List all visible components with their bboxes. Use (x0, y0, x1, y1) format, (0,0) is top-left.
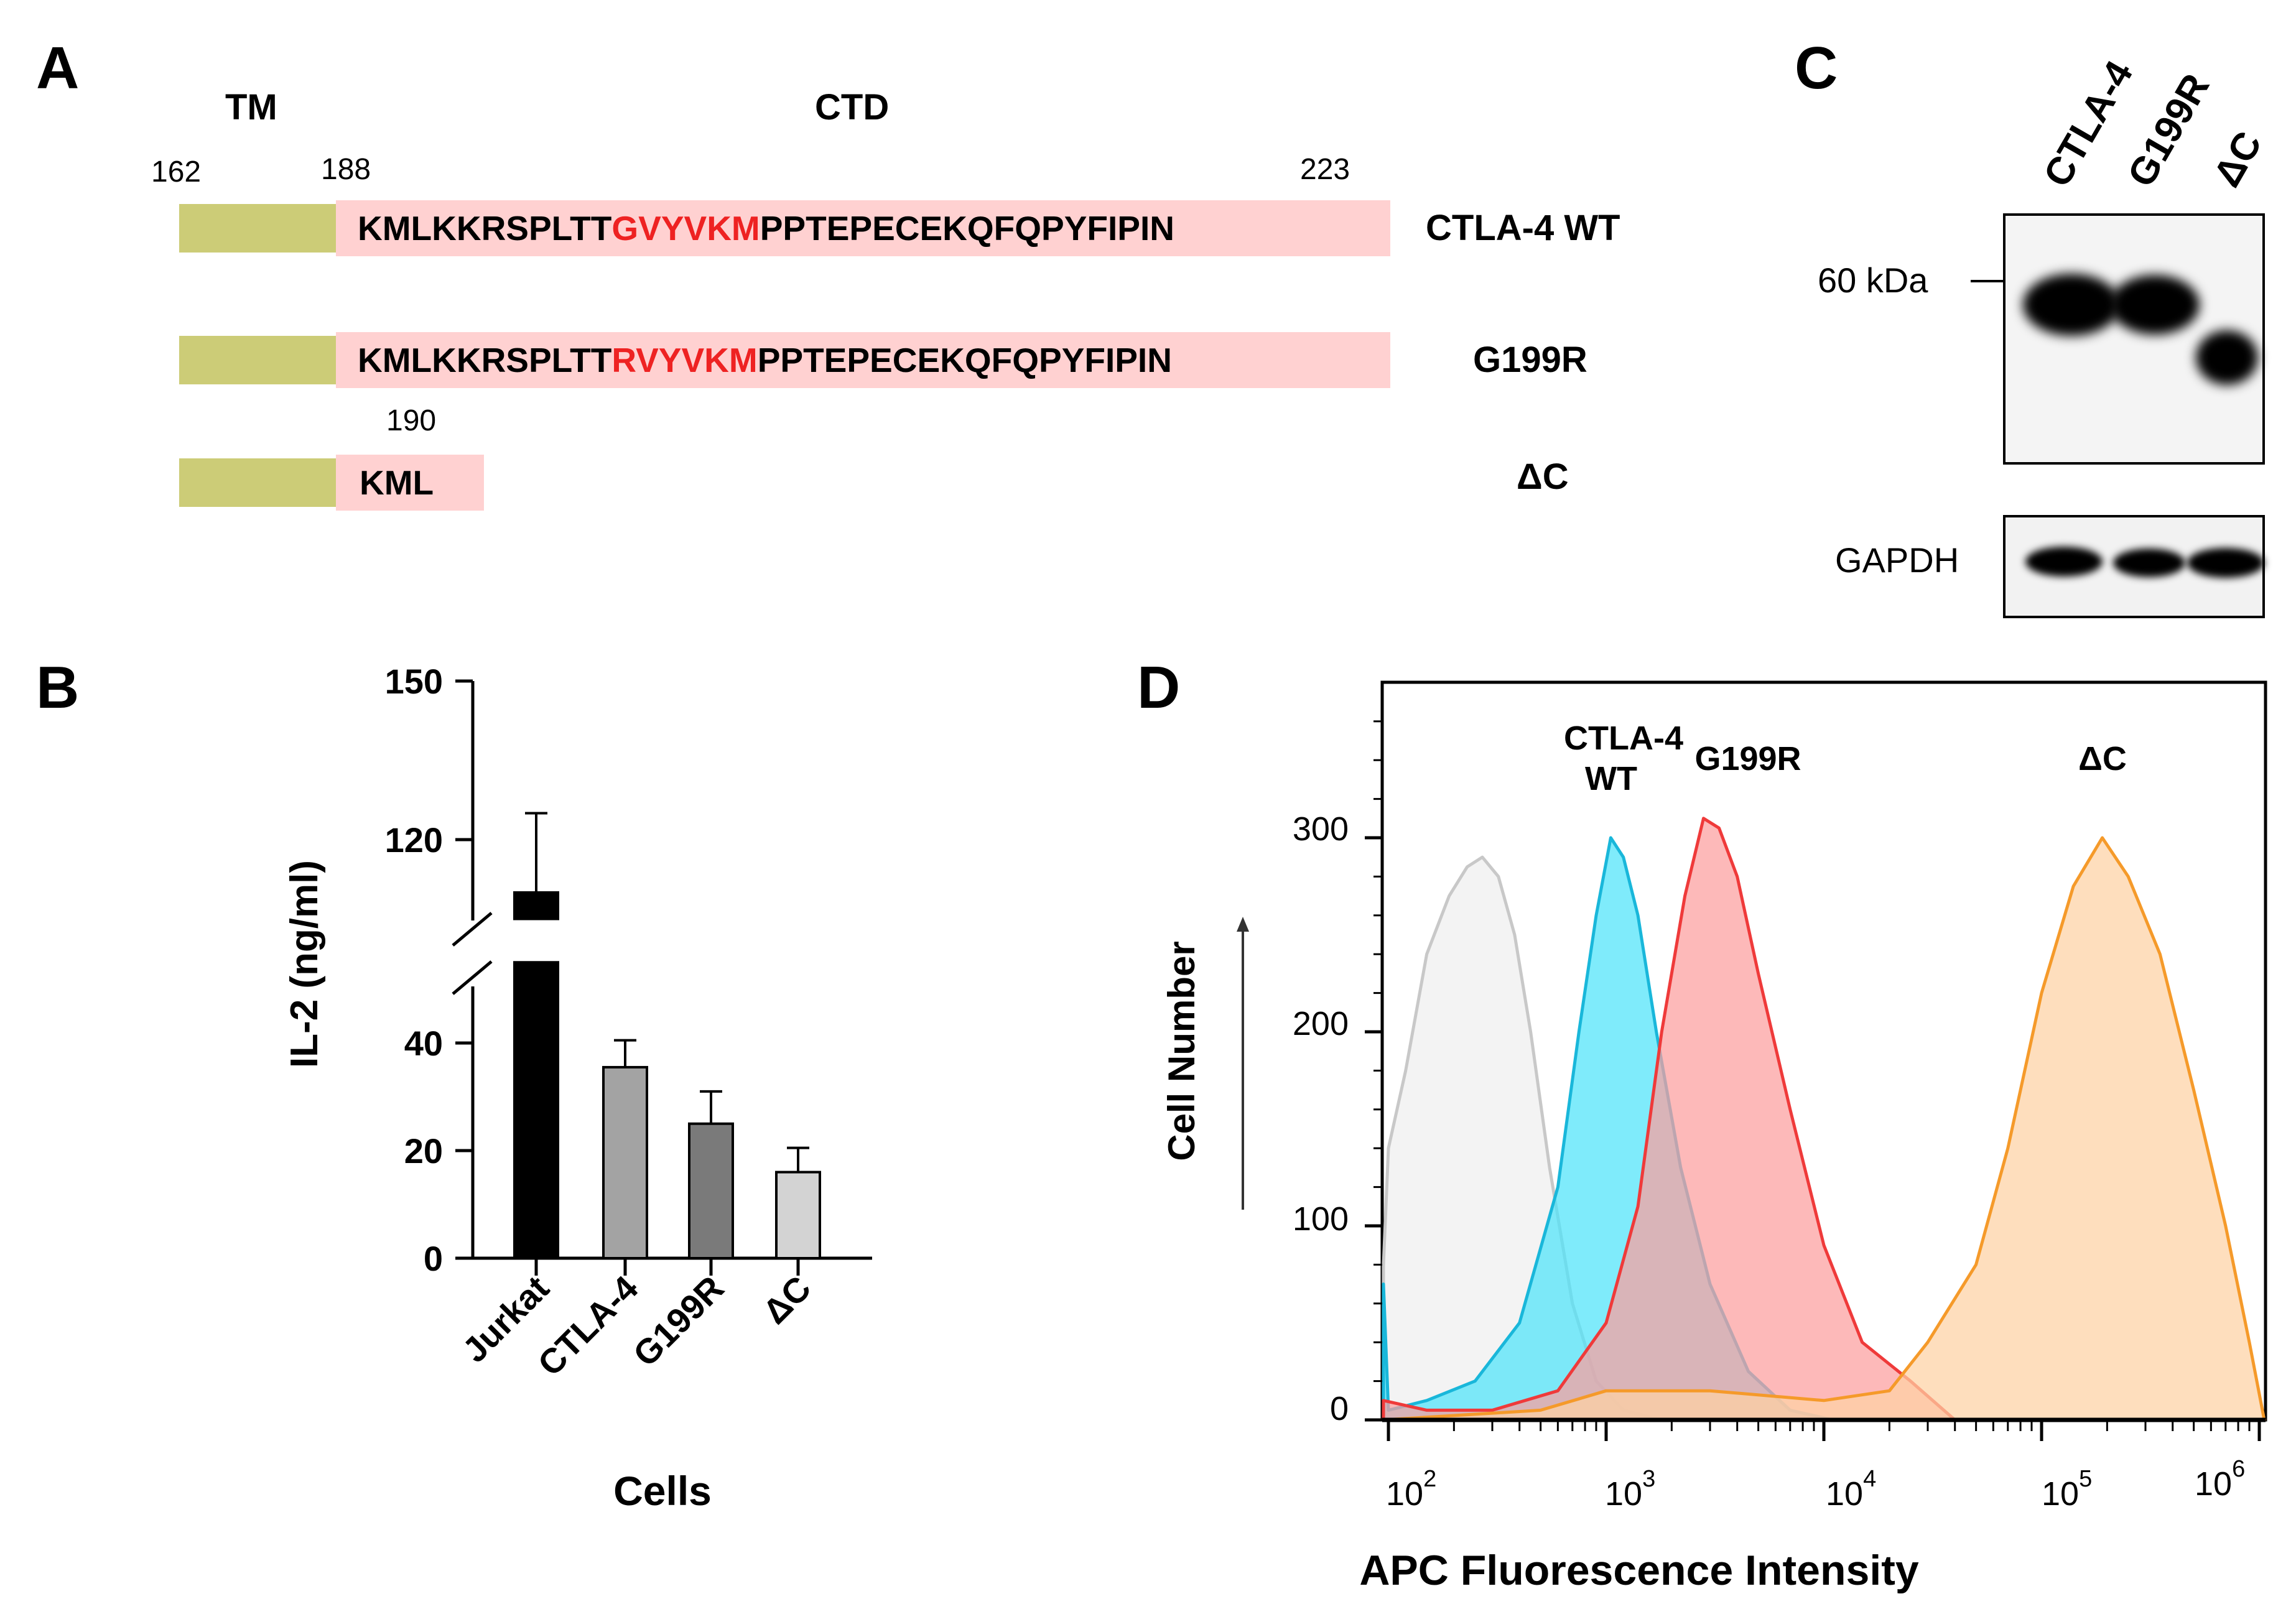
y-tick-label-d-100: 100 (1293, 1200, 1349, 1238)
gapdh-band-2 (2113, 549, 2185, 577)
lane-label-dc: ΔC (2205, 124, 2270, 194)
x-tick-label-1e5: 105 (2042, 1466, 2092, 1513)
sequence-g199r: KMLKKRSPLTTRVYVKMPPTEPECEKQFQPYFIPIN (358, 341, 1172, 379)
y-axis-label-d: Cell Number (1161, 941, 1202, 1161)
band-ctla4 (2023, 274, 2120, 336)
panel-label-c: C (1795, 35, 1838, 101)
bar-series (513, 812, 821, 1276)
y-tick-label-40: 40 (404, 1024, 443, 1063)
y-tick-label-d-0: 0 (1330, 1390, 1349, 1427)
x-axis-label-d: APC Fluorescence Intensity (1359, 1547, 1919, 1594)
construct-name-wt: CTLA-4 WT (1426, 208, 1620, 248)
y-tick-label-120: 120 (385, 820, 443, 860)
arrow-head-icon (1237, 917, 1249, 932)
histogram--c (1382, 836, 2266, 1422)
x-category-label-2: G199R (625, 1268, 731, 1374)
y-tick-label-0: 0 (424, 1239, 443, 1278)
y-tick-label-150: 150 (385, 662, 443, 701)
tm-bar-dc (179, 458, 336, 507)
tm-bar-wt (179, 204, 336, 253)
y-axis-label-b: IL-2 (ng/ml) (283, 860, 326, 1068)
gapdh-band-1 (2025, 547, 2103, 577)
label-g199r: G199R (1694, 740, 1801, 777)
label-wt-line1: CTLA-4 (1564, 720, 1683, 757)
ctd-bar-dc (336, 455, 484, 511)
x-axis-label-b: Cells (613, 1468, 712, 1514)
bar-1 (602, 1065, 648, 1260)
band-g199r (2110, 275, 2200, 335)
construct-name-dc: ΔC (1517, 457, 1569, 497)
x-tick-label-1e2: 102 (1386, 1466, 1436, 1513)
axes-d (1365, 720, 2266, 1441)
axis-break-mark-2 (452, 960, 493, 995)
pos-188-label: 188 (321, 153, 371, 186)
ctd-label: CTD (815, 87, 889, 127)
sequence-dc: KML (360, 463, 434, 502)
pos-223-label: 223 (1300, 153, 1350, 186)
tm-bar-g199r (179, 336, 336, 384)
axis-break-mark-1 (452, 912, 493, 947)
panel-c: C CTLA-4 G199R ΔC 60 kDa GAPDH (1795, 35, 2270, 618)
construct-name-g199r: G199R (1473, 340, 1587, 380)
ctd-bar-g199r (336, 332, 1390, 388)
marker-label: 60 kDa (1818, 261, 1928, 300)
gapdh-band-3 (2187, 548, 2264, 578)
pos-162-label: 162 (151, 155, 201, 188)
bar-0-lower (513, 961, 559, 1259)
bar-2 (688, 1122, 734, 1259)
sequence-wt: KMLKKRSPLTTGVYVKMPPTEPECEKQFQPYFIPIN (358, 209, 1174, 248)
bar-0-upper (513, 891, 559, 920)
panel-b: B IL-2 (ng/ml) Cells 150 120 40 20 0 Jur… (36, 654, 872, 1514)
motif-wt: GVYVKM (611, 209, 760, 248)
x-tick-label-1e3: 103 (1605, 1466, 1655, 1513)
panel-d: D Cell Number APC Fluorescence Intensity… (1137, 654, 2267, 1594)
ctd-bar-wt (336, 200, 1390, 256)
panel-label-b: B (36, 654, 79, 721)
x-tick-label-1e4: 104 (1826, 1466, 1876, 1513)
bar-3 (775, 1171, 821, 1259)
band-dc (2196, 330, 2258, 385)
pos-190-label: 190 (386, 404, 436, 437)
panel-a: A TM CTD 162 188 223 190 KMLKKRSPLTTGVYV… (36, 35, 1620, 511)
y-tick-label-20: 20 (404, 1131, 443, 1171)
x-category-label-3: ΔC (755, 1268, 819, 1332)
label-dc: ΔC (2078, 740, 2127, 777)
x-category-label-1: CTLA-4 (530, 1268, 645, 1383)
tm-label: TM (225, 87, 277, 127)
gapdh-label: GAPDH (1835, 540, 1959, 580)
panel-label-d: D (1137, 654, 1180, 721)
motif-g199r: RVYVKM (611, 341, 757, 379)
x-tick-label-1e6: 106 (2195, 1456, 2245, 1503)
y-tick-label-d-300: 300 (1293, 810, 1349, 848)
histogram-curves (1382, 817, 2266, 1422)
label-wt-line2: WT (1585, 760, 1637, 797)
y-tick-label-d-200: 200 (1293, 1005, 1349, 1042)
panel-label-a: A (36, 35, 79, 101)
